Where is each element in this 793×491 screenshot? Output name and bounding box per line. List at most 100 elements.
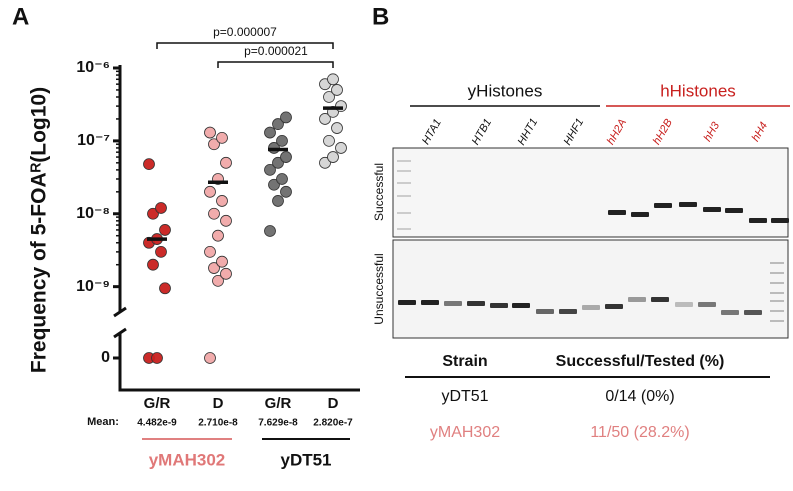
point: [323, 91, 335, 103]
x-tick-label: G/R: [265, 395, 292, 412]
point: [147, 207, 159, 220]
point: [216, 131, 228, 144]
gel-row-label: Successful: [372, 163, 386, 221]
y-tick-label: 10⁻⁶: [76, 59, 110, 76]
gel-band: [675, 302, 693, 307]
x-tick-label: G/R: [144, 395, 171, 412]
lane-label: HTA1: [420, 117, 444, 147]
point: [272, 156, 284, 169]
point: [208, 138, 220, 151]
point: [147, 258, 159, 271]
gel-band: [536, 309, 554, 314]
ladder-band: [770, 292, 784, 294]
point: [280, 111, 292, 124]
point: [220, 267, 232, 280]
lane-label: HTB1: [470, 117, 494, 147]
y-tick-label: 0: [101, 349, 110, 366]
ladder-band: [770, 320, 784, 322]
point: [280, 151, 292, 163]
gel-band: [703, 207, 721, 212]
axis-break: [113, 306, 127, 339]
table-cell: yMAH302: [430, 424, 500, 441]
point: [212, 274, 224, 287]
point: [155, 202, 167, 214]
point: [220, 156, 232, 169]
point: [327, 151, 339, 163]
mean-label: 2.710e-8: [198, 418, 238, 429]
point: [264, 163, 276, 176]
table-header: Strain: [442, 353, 487, 370]
group-label: yDT51: [280, 450, 331, 469]
lane-label: HHT1: [516, 117, 541, 148]
panel-label: B: [372, 3, 389, 30]
gel-band: [582, 305, 600, 310]
lane-label: hH4: [750, 120, 770, 143]
point: [335, 100, 347, 113]
gel-band: [605, 304, 623, 309]
gel-band: [628, 297, 646, 302]
point: [216, 195, 228, 207]
gel-band: [512, 303, 530, 308]
ladder-band: [397, 160, 411, 162]
table-header: Successful/Tested (%): [556, 353, 725, 370]
point: [331, 84, 343, 96]
point: [216, 255, 228, 268]
y-axis-label: Frequency of 5-FOAᴿ(Log10): [28, 87, 51, 373]
gel-band: [654, 203, 672, 208]
ladder-band: [397, 195, 411, 197]
lane-label: hH2B: [651, 117, 675, 147]
point: [323, 134, 335, 147]
gel-band: [721, 310, 739, 315]
mean-label: 7.629e-8: [258, 418, 298, 429]
point: [204, 245, 216, 258]
gel-row-label: Unsuccessful: [372, 253, 386, 324]
point: [331, 122, 343, 134]
gel-band: [651, 297, 669, 302]
point: [276, 134, 288, 147]
gel-band: [421, 300, 439, 305]
gel-band: [744, 310, 762, 315]
lane-label: HHF1: [562, 117, 587, 148]
annotation: p=0.000007: [213, 25, 277, 39]
gel-band: [490, 303, 508, 308]
bracket: [217, 61, 334, 68]
point: [272, 195, 284, 207]
ladder-band: [397, 212, 411, 214]
gel-band: [771, 218, 789, 223]
gel-group: hHistones: [660, 81, 736, 100]
ladder-band: [770, 282, 784, 284]
point: [319, 113, 331, 125]
x-tick-label: D: [328, 395, 339, 412]
mean-label: 4.482e-9: [137, 418, 177, 429]
gel-band: [679, 202, 697, 207]
point: [327, 73, 339, 86]
point: [272, 118, 284, 130]
point: [151, 352, 163, 364]
point: [319, 156, 331, 169]
gel-band: [725, 208, 743, 213]
y-tick-label: 10⁻⁷: [77, 132, 110, 149]
table-cell: yDT51: [441, 388, 488, 405]
mean-title: Mean:: [87, 416, 119, 428]
gel-bottom: [392, 239, 789, 339]
y-tick-label: 10⁻⁹: [76, 278, 110, 295]
ladder-band: [770, 310, 784, 312]
gel-band: [749, 218, 767, 223]
point: [155, 245, 167, 258]
y-tick-label: 10⁻⁸: [76, 205, 110, 222]
point: [208, 207, 220, 220]
lane-label: hH3: [702, 119, 723, 143]
ladder-band: [770, 262, 784, 264]
lane-label: hH2A: [605, 117, 629, 147]
point: [143, 158, 155, 171]
ladder-band: [397, 170, 411, 172]
gel-band: [444, 301, 462, 306]
point: [220, 214, 232, 227]
panel-label: A: [12, 3, 29, 30]
point: [208, 262, 220, 274]
point: [159, 282, 171, 295]
point: [204, 352, 216, 364]
ladder-band: [397, 228, 411, 230]
point: [276, 173, 288, 185]
point: [204, 185, 216, 198]
